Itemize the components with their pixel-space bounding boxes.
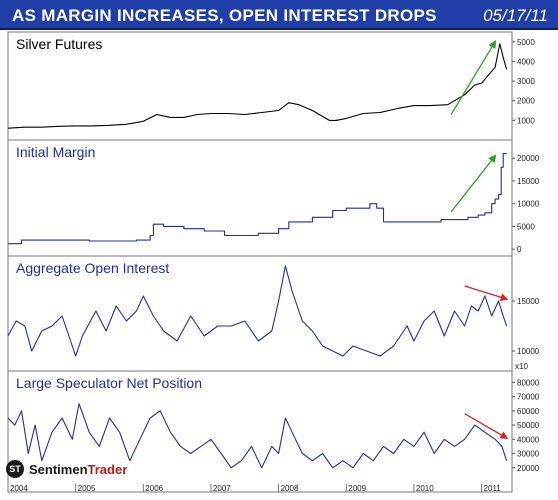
y-tick-label: 40000 <box>517 435 540 444</box>
y-tick-label: 50000 <box>517 421 540 430</box>
y-tick-label: 3000 <box>517 77 535 86</box>
y-tick-label: 15000 <box>517 177 540 186</box>
x-tick-label: 2008 <box>281 484 299 493</box>
y-tick-label: 20000 <box>517 464 540 473</box>
y-tick-label: 10000 <box>517 347 540 356</box>
sentimentrader-logo: ST SentimenTrader <box>6 460 130 482</box>
x-tick-label: 2010 <box>416 484 434 493</box>
panel-title: Silver Futures <box>16 36 102 52</box>
y-tick-label: 2000 <box>517 97 535 106</box>
series-line <box>7 265 508 357</box>
y-tick-label: 70000 <box>517 393 540 402</box>
y-axis-scale-note: x10 <box>515 362 528 371</box>
series-line <box>7 403 508 469</box>
x-tick-label: 2009 <box>348 484 366 493</box>
chart-header: AS MARGIN INCREASES, OPEN INTEREST DROPS… <box>0 0 558 30</box>
chart-date: 05/17/11 <box>483 6 548 25</box>
chart-main-title: AS MARGIN INCREASES, OPEN INTEREST DROPS <box>12 6 437 25</box>
x-tick-label: 2007 <box>213 484 231 493</box>
y-tick-label: 1000 <box>517 116 535 125</box>
panel-title: Initial Margin <box>16 144 95 160</box>
y-tick-label: 10000 <box>517 200 540 209</box>
trend-arrow <box>450 40 497 115</box>
y-tick-label: 20000 <box>517 154 540 163</box>
logo-word-2: Trader <box>87 461 128 477</box>
series-line <box>7 43 508 129</box>
y-tick-label: 15000 <box>517 297 540 306</box>
y-tick-label: 5000 <box>517 38 535 47</box>
panel-title: Large Speculator Net Position <box>16 375 202 391</box>
trend-arrow <box>464 413 509 439</box>
y-tick-label: 5000 <box>517 222 535 231</box>
y-tick-label: 30000 <box>517 450 540 459</box>
x-tick-label: 2011 <box>484 484 502 493</box>
x-tick-label: 2005 <box>78 484 96 493</box>
series-line <box>8 153 507 245</box>
y-tick-label: 60000 <box>517 407 540 416</box>
logo-mark-icon: ST <box>6 460 24 478</box>
chart-area: 1000 2000 3000 4000 5000 Silver Futures 0 5000 1… <box>7 31 540 493</box>
panel-title: Aggregate Open Interest <box>16 260 169 276</box>
logo-word-1: Sentimen <box>29 461 88 477</box>
logo-wordmark: SentimenTrader <box>27 461 130 477</box>
x-tick-label: 2004 <box>10 484 28 493</box>
trend-arrow <box>450 154 497 213</box>
x-tick-label: 2006 <box>145 484 163 493</box>
y-tick-label: 0 <box>517 245 522 254</box>
trend-arrow <box>464 285 509 302</box>
y-tick-label: 4000 <box>517 57 535 66</box>
y-tick-label: 80000 <box>517 378 540 387</box>
